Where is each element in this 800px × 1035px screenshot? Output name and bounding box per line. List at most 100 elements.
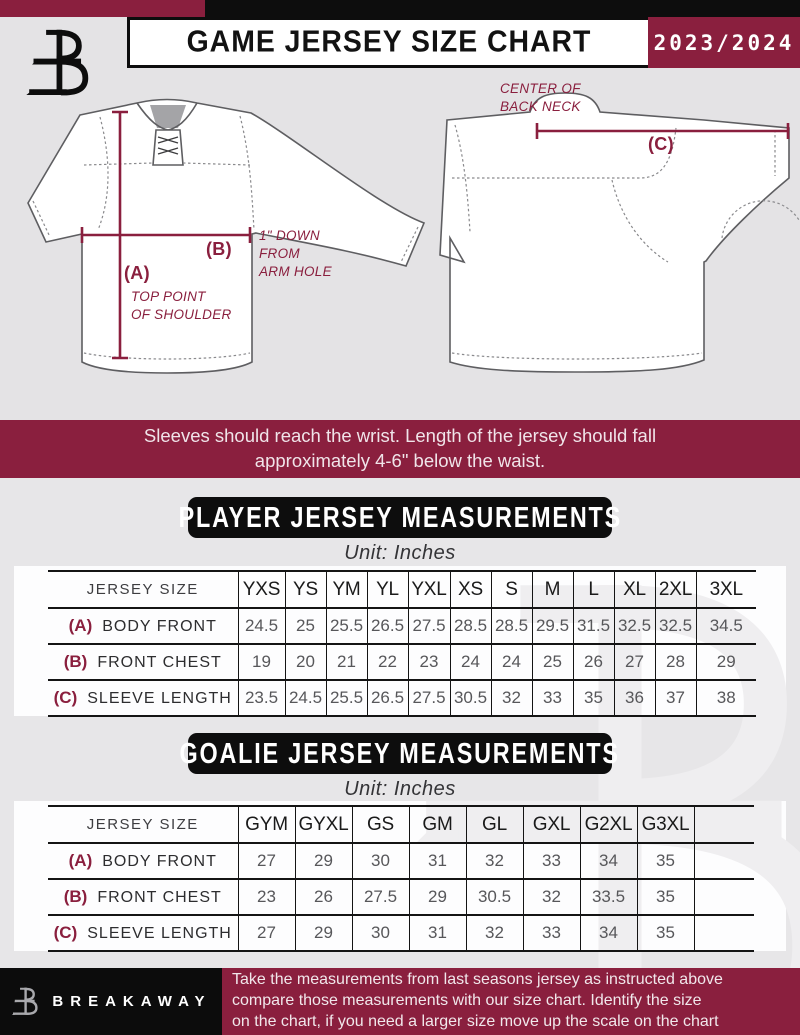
measurements-section: PLAYER JERSEY MEASUREMENTS Unit: Inches … (0, 478, 800, 968)
measurement-row-label: (B) FRONT CHEST (48, 644, 238, 680)
size-column-header: XL (613, 571, 655, 608)
footer-instructions-text: Take the measurements from last seasons … (232, 971, 723, 1030)
measurement-value-cell: 33 (531, 680, 573, 716)
measurement-value-cell: 27 (613, 644, 655, 680)
header-title-band: GAME JERSEY SIZE CHART 2023/2024 (127, 17, 800, 68)
collar-laces (157, 136, 179, 155)
row-key: (A) (68, 616, 93, 635)
label-c-key: (C) (648, 134, 674, 154)
row-label: BODY FRONT (102, 618, 217, 635)
measurement-value-cell: 33.5 (579, 879, 637, 915)
measurement-value-cell: 31 (408, 843, 466, 879)
size-column-header: YM (325, 571, 367, 608)
goalie-banner-label: GOALIE JERSEY MEASUREMENTS (179, 736, 621, 770)
player-measurements-banner: PLAYER JERSEY MEASUREMENTS (178, 497, 620, 538)
measurement-value-cell: 27.5 (407, 680, 450, 716)
measurement-value-cell: 37 (654, 680, 696, 716)
measurement-value-cell: 28.5 (490, 608, 532, 644)
measurement-value-cell: 19 (237, 644, 285, 680)
measurement-row-label: (B) FRONT CHEST (48, 879, 238, 915)
stitch-seams-front (32, 115, 419, 360)
measurement-value-cell: 29 (294, 843, 352, 879)
size-column-header: S (490, 571, 532, 608)
fit-notice-banner: Sleeves should reach the wrist. Length o… (0, 420, 800, 478)
size-column-header: 3XL (695, 571, 756, 608)
table-row: (A) BODY FRONT 27 29 30 31 32 33 34 35 (48, 843, 754, 879)
row-label: SLEEVE LENGTH (87, 925, 232, 942)
page-title: GAME JERSEY SIZE CHART (186, 25, 592, 59)
goalie-measurements-banner: GOALIE JERSEY MEASUREMENTS (180, 733, 618, 774)
label-c-note: CENTER OF BACK NECK (500, 81, 581, 114)
jersey-size-header: JERSEY SIZE (86, 816, 199, 833)
measurement-value-cell: 33 (522, 915, 580, 951)
measurement-value-cell: 24.5 (237, 608, 285, 644)
row-key: (B) (63, 887, 88, 906)
size-column-header: YXS (237, 571, 285, 608)
goalie-unit-label: Unit: Inches (344, 778, 456, 800)
measurement-value-cell: 31.5 (572, 608, 614, 644)
measurement-value-cell: 35 (636, 843, 694, 879)
row-key: (A) (68, 851, 93, 870)
top-strip-maroon (0, 0, 205, 17)
measurement-value-cell: 35 (636, 915, 694, 951)
size-column-header: GL (465, 806, 523, 843)
size-column-header: YL (366, 571, 408, 608)
season-badge: 2023/2024 (648, 17, 800, 68)
measurement-value-cell: 23 (407, 644, 450, 680)
measurement-value-cell: 29.5 (531, 608, 573, 644)
measurement-value-cell (693, 843, 754, 879)
measurement-value-cell: 32.5 (613, 608, 655, 644)
row-label: SLEEVE LENGTH (87, 690, 232, 707)
measurement-value-cell: 34 (579, 915, 637, 951)
table-row: (B) FRONT CHEST 19 20 21 22 23 24 24 25 26 27 28 29 (48, 644, 756, 680)
back-jersey-diagram (439, 92, 800, 373)
measurement-value-cell: 25.5 (325, 608, 367, 644)
size-column-header: M (531, 571, 573, 608)
measurement-value-cell: 25 (284, 608, 326, 644)
measurement-value-cell: 34 (579, 843, 637, 879)
jersey-diagrams (27, 92, 800, 374)
size-column-header: GS (351, 806, 409, 843)
measure-line-b (80, 227, 252, 243)
measurement-value-cell: 23.5 (237, 680, 285, 716)
measurement-value-cell: 26.5 (366, 608, 408, 644)
measurement-value-cell: 32 (522, 879, 580, 915)
measurement-value-cell: 25.5 (325, 680, 367, 716)
measurement-value-cell (693, 879, 754, 915)
jersey-size-header: JERSEY SIZE (86, 581, 199, 598)
size-column-header (693, 806, 754, 843)
measurement-value-cell: 29 (695, 644, 756, 680)
label-b-note: 1" DOWN FROM ARM HOLE (259, 228, 332, 279)
brand-name: BREAKAWAY (52, 993, 212, 1010)
size-column-header: XS (449, 571, 491, 608)
measurement-value-cell (693, 915, 754, 951)
row-key: (C) (53, 923, 78, 942)
measurement-value-cell: 30 (351, 843, 409, 879)
measurement-value-cell: 31 (408, 915, 466, 951)
label-a-key: (A) (124, 263, 150, 283)
measurement-value-cell: 26.5 (366, 680, 408, 716)
table-row: (C) SLEEVE LENGTH 23.5 24.5 25.5 26.5 27.5 30.5… (48, 680, 756, 716)
size-column-header: G3XL (636, 806, 694, 843)
measurement-value-cell: 27 (237, 843, 295, 879)
measurement-row-label: (C) SLEEVE LENGTH (48, 680, 238, 716)
goalie-size-table: JERSEY SIZE GYM GYXL GS GM GL GXL G2XL G3XL (A) BO… (48, 805, 754, 952)
season-label: 2023/2024 (653, 30, 795, 55)
footer-instructions-block: Take the measurements from last seasons … (222, 968, 800, 1035)
measurement-value-cell: 29 (408, 879, 466, 915)
top-strip-black (205, 0, 800, 17)
row-label: FRONT CHEST (97, 889, 222, 906)
measurement-value-cell: 27.5 (407, 608, 450, 644)
measurement-value-cell: 21 (325, 644, 367, 680)
measurement-value-cell: 25 (531, 644, 573, 680)
stitch-seams-back (451, 124, 800, 360)
size-column-header: YS (284, 571, 326, 608)
player-banner-label: PLAYER JERSEY MEASUREMENTS (178, 500, 622, 534)
measurement-value-cell: 24.5 (284, 680, 326, 716)
size-column-header: GXL (522, 806, 580, 843)
size-column-header: YXL (407, 571, 450, 608)
measurement-value-cell: 24 (449, 644, 491, 680)
row-label: BODY FRONT (102, 853, 217, 870)
measurement-value-cell: 35 (572, 680, 614, 716)
